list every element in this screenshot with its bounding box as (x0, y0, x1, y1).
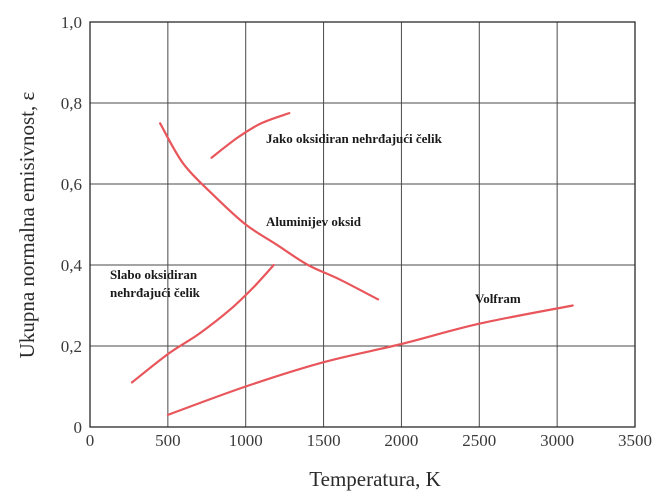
label-volfram: Volfram (475, 291, 521, 306)
curve-jako-oksidiran-celik (210, 112, 291, 159)
x-tick-label: 1500 (307, 431, 341, 450)
curve-labels: Jako oksidiran nehrđajući čelik Aluminije… (110, 131, 521, 306)
y-tick-labels: 0 0,2 0,4 0,6 0,8 1,0 (61, 13, 83, 437)
x-tick-labels: 0 500 1000 1500 2000 2500 3000 3500 (86, 431, 652, 450)
curve-aluminijev-oksid (159, 122, 380, 301)
data-curves (130, 112, 574, 416)
label-slabo-oksidiran-celik: Slabo oksidiran nehrđajući čelik (110, 267, 201, 300)
y-tick-label: 1,0 (61, 13, 82, 32)
x-tick-label: 0 (86, 431, 95, 450)
y-tick-label: 0,4 (61, 256, 83, 275)
x-axis-label: Temperatura, K (309, 467, 440, 491)
y-tick-label: 0,2 (61, 337, 82, 356)
x-tick-label: 2000 (384, 431, 418, 450)
curve-slabo-oksidiran-celik (130, 263, 275, 384)
label-jako-oksidiran-celik: Jako oksidiran nehrđajući čelik (266, 131, 443, 146)
x-tick-label: 3500 (618, 431, 652, 450)
y-tick-label: 0,8 (61, 94, 82, 113)
y-tick-label: 0,6 (61, 175, 82, 194)
label-aluminijev-oksid: Aluminijev oksid (266, 214, 362, 229)
curve-volfram (166, 304, 574, 416)
x-tick-label: 3000 (540, 431, 574, 450)
plot-frame (89, 21, 636, 428)
x-tick-label: 2500 (462, 431, 496, 450)
grid-lines (90, 22, 635, 427)
x-tick-label: 1000 (229, 431, 263, 450)
y-axis-label: Ukupna normalna emisivnost, ε (15, 92, 39, 359)
x-tick-label: 500 (155, 431, 181, 450)
y-tick-label: 0 (74, 418, 83, 437)
